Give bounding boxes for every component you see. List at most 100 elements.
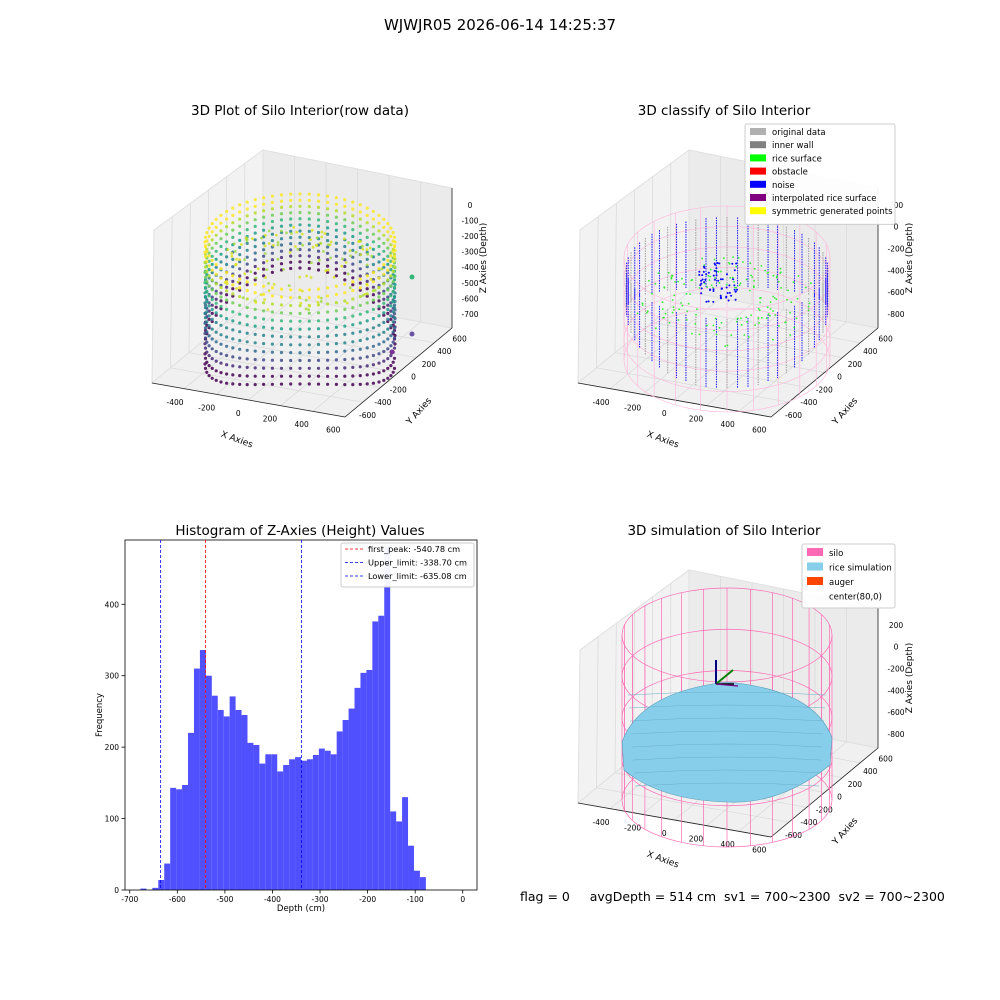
raw-point <box>245 269 249 273</box>
raw-point <box>203 366 208 370</box>
raw-point <box>358 303 362 307</box>
raw-point <box>365 301 369 305</box>
raw-point <box>270 213 274 217</box>
raw-point <box>289 358 293 363</box>
classify-legend-label: inner wall <box>772 141 813 151</box>
classify-point <box>780 287 782 289</box>
raw-point <box>320 296 323 300</box>
classify-point <box>706 286 709 288</box>
raw-point <box>262 292 266 297</box>
raw-z-tick-label: -600 <box>461 294 478 303</box>
classify-point <box>742 261 744 263</box>
raw-point <box>245 200 249 204</box>
avg-depth-text: avgDepth = 514 cm <box>589 889 717 904</box>
raw-point <box>307 254 311 258</box>
raw-point <box>382 349 386 354</box>
raw-point <box>207 251 211 255</box>
raw-point <box>371 280 375 284</box>
raw-point <box>289 223 293 227</box>
raw-point <box>326 200 330 204</box>
raw-point <box>210 307 214 312</box>
raw-point <box>203 311 207 315</box>
raw-point <box>326 226 330 230</box>
classify-point <box>714 263 717 266</box>
raw-point <box>298 319 302 323</box>
raw-z-tick-label: -400 <box>461 263 478 272</box>
raw-point <box>207 304 211 308</box>
raw-point <box>343 264 347 269</box>
raw-point <box>238 356 242 360</box>
raw-point <box>298 366 302 370</box>
raw-point <box>289 311 293 315</box>
raw-point <box>343 349 347 353</box>
classify-point <box>757 307 760 310</box>
classify-point <box>733 288 736 291</box>
raw-point <box>203 285 208 289</box>
classify-point <box>714 277 716 279</box>
raw-point <box>231 235 235 239</box>
raw-point <box>262 254 266 258</box>
raw-point <box>238 253 242 257</box>
raw-point <box>343 383 347 387</box>
raw-point <box>316 382 321 386</box>
raw-point <box>326 310 330 314</box>
classify-point <box>708 279 711 281</box>
raw-point <box>262 228 266 232</box>
raw-point <box>316 311 321 315</box>
raw-point <box>214 225 218 229</box>
raw-point <box>270 302 274 306</box>
raw-point <box>307 229 311 233</box>
classify-point <box>743 334 746 336</box>
raw-point <box>386 327 390 331</box>
classify-point <box>776 275 778 278</box>
raw-point <box>351 306 355 310</box>
raw-point <box>329 240 333 244</box>
raw-point <box>343 224 347 228</box>
raw-point <box>279 193 284 197</box>
classify-z-tick-label: -600 <box>887 288 904 297</box>
histogram-bar <box>354 687 361 890</box>
histogram-bar <box>301 760 307 890</box>
raw-point <box>243 272 247 276</box>
raw-point <box>225 326 229 330</box>
raw-point <box>351 283 355 287</box>
classify-point <box>758 309 761 312</box>
classify-point <box>749 289 751 292</box>
simulation-z-tick-label: -800 <box>887 730 904 739</box>
auger-axis <box>715 669 734 685</box>
histogram-bar <box>176 789 183 890</box>
classify-point <box>772 310 774 312</box>
raw-point <box>270 207 274 211</box>
raw-point <box>326 286 330 290</box>
raw-point <box>207 374 211 378</box>
simulation-z-tick-label: -400 <box>887 686 904 695</box>
raw-point <box>298 210 302 215</box>
raw-point <box>389 274 393 278</box>
raw-point <box>231 373 235 377</box>
raw-point <box>203 342 207 346</box>
raw-point <box>270 326 274 330</box>
raw-point <box>264 276 267 279</box>
classify-point <box>726 292 729 294</box>
x-tick-label: -200 <box>359 895 376 904</box>
classify-point <box>715 267 718 270</box>
raw-point <box>351 383 355 387</box>
classify-point <box>687 302 690 305</box>
classify-z-tick-label: 200 <box>889 201 904 210</box>
raw-point <box>318 258 321 262</box>
raw-point <box>245 348 249 352</box>
raw-y-tick-label: 400 <box>437 347 452 356</box>
classify-point <box>677 319 680 321</box>
histogram-bar <box>277 771 284 890</box>
raw-point <box>279 237 284 241</box>
raw-point <box>334 274 338 278</box>
raw-point <box>382 311 386 315</box>
raw-point <box>225 300 229 304</box>
raw-point <box>262 317 266 321</box>
raw-point <box>351 255 355 259</box>
histogram-plot: -700 -600 -500 -400 -300 -200 -100 0 0 100 200 300 4… <box>95 539 478 914</box>
raw-point <box>391 280 395 284</box>
raw-point <box>371 363 375 367</box>
raw-point <box>203 255 208 259</box>
raw-point <box>253 324 257 328</box>
